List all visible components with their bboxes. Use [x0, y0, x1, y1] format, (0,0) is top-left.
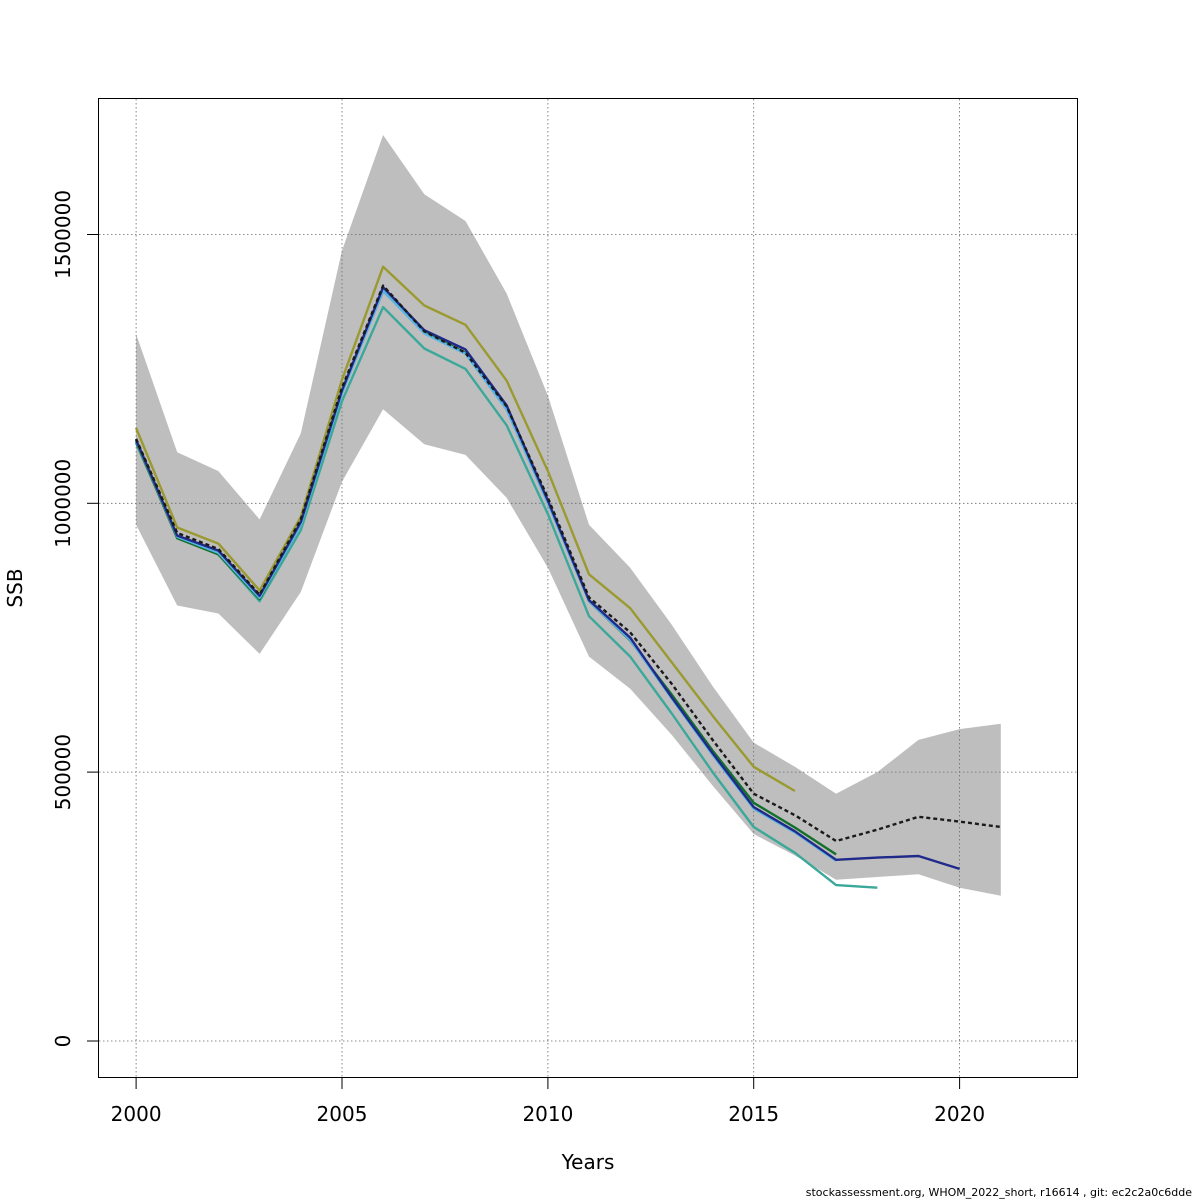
series-line-5 — [134, 265, 796, 793]
y-axis-title: SSB — [3, 568, 27, 607]
y-tick-label-1000000: 1000000 — [51, 459, 75, 548]
y-tick-label-0: 0 — [51, 1035, 75, 1048]
grid-layer — [99, 99, 1077, 1077]
y-tick-label-1500000: 1500000 — [51, 190, 75, 279]
plot-frame — [98, 98, 1078, 1078]
y-tick-label-500000: 500000 — [51, 734, 75, 810]
x-tick-label-2020: 2020 — [934, 1102, 985, 1126]
x-tick-label-2005: 2005 — [317, 1102, 368, 1126]
confidence-band — [136, 135, 1001, 896]
confidence-band-layer — [136, 135, 1001, 896]
series-layer — [134, 265, 1001, 889]
x-tick-label-2015: 2015 — [728, 1102, 779, 1126]
series-line-6 — [135, 305, 878, 889]
x-tick-label-2010: 2010 — [522, 1102, 573, 1126]
x-tick-label-2000: 2000 — [111, 1102, 162, 1126]
footer-credit: stockassessment.org, WHOM_2022_short, r1… — [805, 1186, 1192, 1199]
x-axis-title: Years — [561, 1150, 615, 1174]
axis-layer: 2000 2005 2010 2015 2020 0 500000 1000000 150000… — [51, 190, 985, 1126]
